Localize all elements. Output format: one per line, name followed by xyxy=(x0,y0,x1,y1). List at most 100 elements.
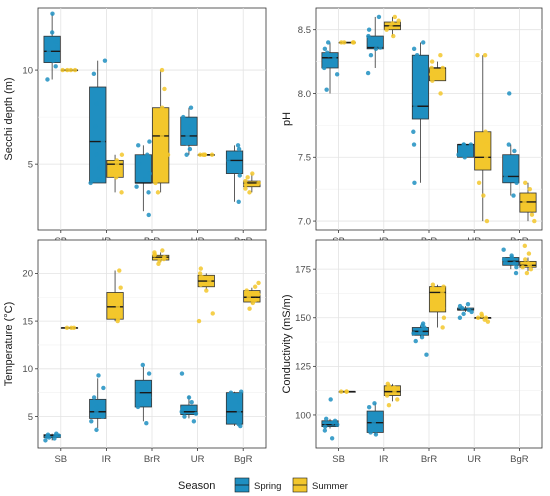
y-tick-label: 8.0 xyxy=(298,89,311,100)
box-ur-summer xyxy=(197,273,215,290)
data-point xyxy=(204,288,209,293)
data-point xyxy=(117,295,122,300)
data-point xyxy=(501,257,507,262)
data-point xyxy=(418,329,423,334)
data-point xyxy=(236,146,242,152)
data-point xyxy=(236,199,241,204)
data-point xyxy=(483,315,489,320)
data-point xyxy=(368,430,373,435)
data-point xyxy=(484,218,490,224)
data-point xyxy=(185,133,190,139)
data-point xyxy=(237,400,242,405)
data-point xyxy=(100,414,105,419)
data-point xyxy=(412,180,417,185)
data-point xyxy=(421,40,426,45)
y-tick-label: 150 xyxy=(295,313,311,324)
x-tick-label: IR xyxy=(102,454,112,465)
data-point xyxy=(110,314,116,319)
data-point xyxy=(135,404,141,410)
data-point xyxy=(159,67,165,73)
data-point xyxy=(392,389,397,394)
box-body xyxy=(89,86,107,184)
data-point xyxy=(234,165,239,171)
data-point xyxy=(144,420,149,426)
data-point xyxy=(71,325,77,330)
legend-item-spring[interactable]: Spring xyxy=(234,477,281,493)
data-point xyxy=(60,67,65,73)
data-point xyxy=(522,206,528,211)
data-point xyxy=(115,304,121,309)
data-point xyxy=(186,395,192,400)
data-point xyxy=(329,436,335,441)
x-tick-label: BgR xyxy=(234,454,253,465)
data-point xyxy=(226,419,232,424)
y-tick-label: 15 xyxy=(22,316,33,327)
data-point xyxy=(366,404,372,410)
data-point xyxy=(505,167,511,173)
data-point xyxy=(395,397,400,402)
data-point xyxy=(191,419,197,424)
data-point xyxy=(483,129,488,134)
data-point xyxy=(420,321,426,326)
box-ur-spring xyxy=(180,107,198,155)
data-point xyxy=(511,193,516,198)
data-point xyxy=(419,110,424,115)
data-point xyxy=(140,362,146,368)
data-point xyxy=(523,257,528,262)
data-point xyxy=(53,39,59,45)
data-point xyxy=(88,180,93,186)
data-point xyxy=(243,182,248,188)
data-point xyxy=(188,105,194,110)
data-point xyxy=(94,404,100,410)
data-point xyxy=(528,193,533,198)
data-point xyxy=(366,27,372,32)
data-point xyxy=(414,53,420,58)
data-point xyxy=(102,58,108,63)
points-spring xyxy=(322,247,519,441)
data-point xyxy=(238,389,244,394)
y-tick-label: 10 xyxy=(22,364,33,375)
legend-item-summer[interactable]: Summer xyxy=(292,477,348,493)
data-point xyxy=(430,282,436,287)
data-point xyxy=(392,14,398,20)
data-point xyxy=(485,319,491,324)
data-point xyxy=(146,371,152,376)
data-point xyxy=(458,148,463,154)
data-point xyxy=(328,397,333,402)
data-point xyxy=(46,49,51,54)
data-point xyxy=(441,315,447,320)
data-point xyxy=(244,288,249,293)
data-point xyxy=(114,158,120,163)
data-point xyxy=(256,180,261,186)
y-axis-title: Conductivity (mS/m) xyxy=(281,294,293,393)
points-spring xyxy=(43,362,244,443)
data-point xyxy=(440,290,445,295)
x-tick-label: BrR xyxy=(144,454,161,465)
data-point xyxy=(334,72,340,77)
data-point xyxy=(91,71,97,77)
data-point xyxy=(155,190,161,195)
data-point xyxy=(96,177,102,182)
data-point xyxy=(520,265,525,270)
data-point xyxy=(160,248,165,253)
data-point xyxy=(72,67,78,73)
data-point xyxy=(45,432,51,437)
data-point xyxy=(135,390,140,395)
data-point xyxy=(245,175,250,180)
data-point xyxy=(137,161,142,167)
data-point xyxy=(114,161,120,167)
data-point xyxy=(94,409,99,414)
box-body xyxy=(474,131,492,171)
data-point xyxy=(53,64,58,69)
data-point xyxy=(524,270,530,276)
x-tick-label: IR xyxy=(379,454,389,465)
data-point xyxy=(368,53,374,58)
box-body xyxy=(152,107,170,184)
data-point xyxy=(501,247,506,252)
data-point xyxy=(373,46,379,52)
box-brr-summer xyxy=(429,61,447,82)
y-tick-label: 20 xyxy=(22,269,33,280)
data-point xyxy=(512,261,517,266)
data-point xyxy=(411,142,417,147)
